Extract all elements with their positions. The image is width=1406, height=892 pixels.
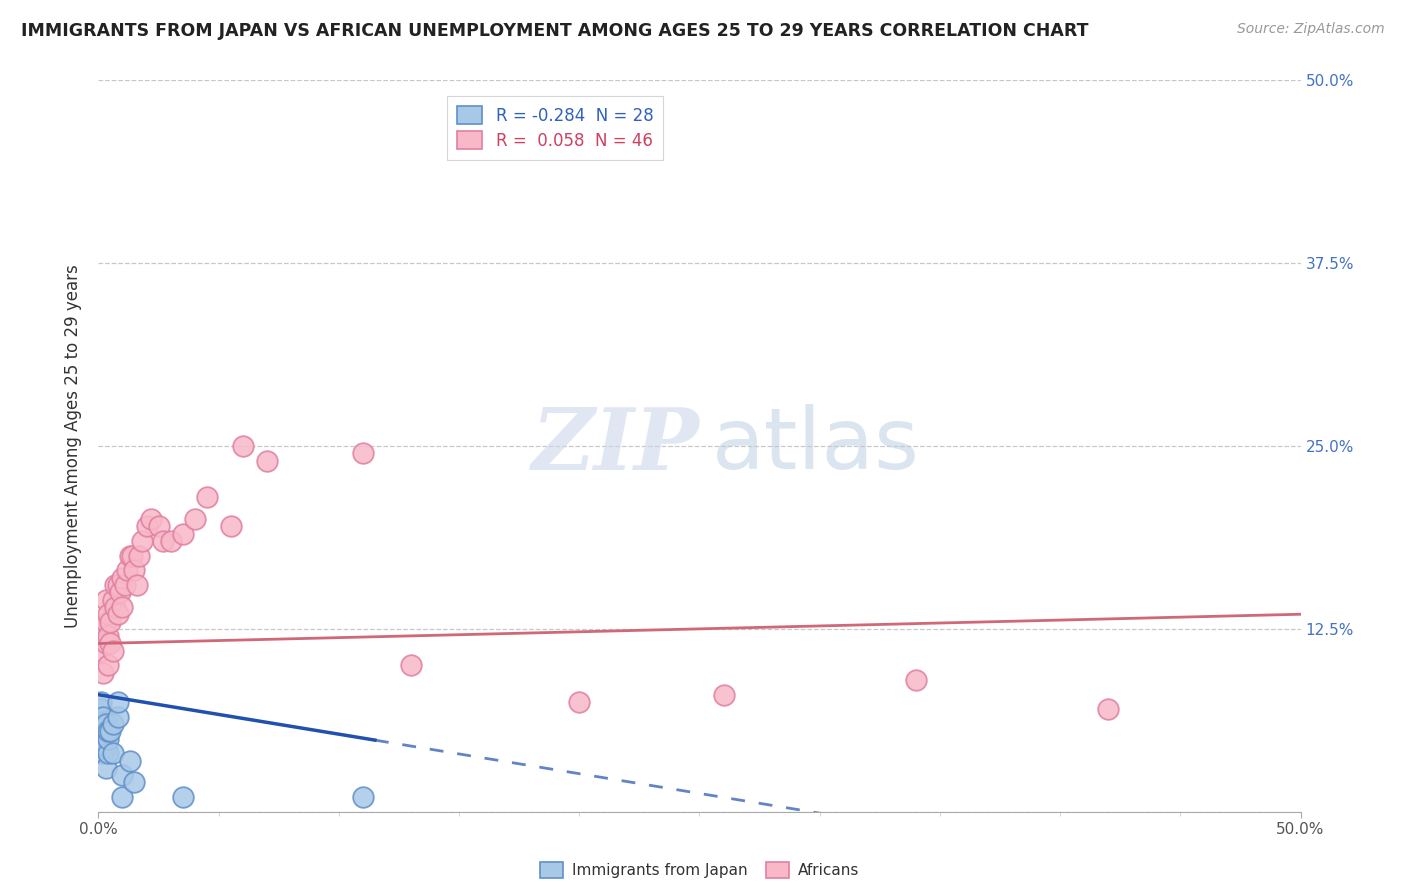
Text: Source: ZipAtlas.com: Source: ZipAtlas.com bbox=[1237, 22, 1385, 37]
Point bbox=[256, 453, 278, 467]
Point bbox=[352, 446, 374, 460]
Point bbox=[91, 739, 114, 753]
Point bbox=[104, 599, 127, 614]
Point bbox=[399, 658, 422, 673]
Point bbox=[91, 717, 114, 731]
Point bbox=[94, 615, 117, 629]
Point bbox=[100, 615, 122, 629]
Point bbox=[91, 665, 114, 680]
Text: atlas: atlas bbox=[711, 404, 920, 488]
Point bbox=[152, 534, 174, 549]
Point bbox=[172, 790, 194, 805]
Legend: Immigrants from Japan, Africans: Immigrants from Japan, Africans bbox=[534, 856, 865, 885]
Point bbox=[117, 563, 139, 577]
Point bbox=[131, 534, 153, 549]
Point bbox=[107, 695, 129, 709]
Point bbox=[94, 592, 117, 607]
Point bbox=[97, 607, 120, 622]
Point bbox=[101, 717, 124, 731]
Point bbox=[232, 439, 254, 453]
Point bbox=[91, 629, 114, 643]
Point bbox=[352, 790, 374, 805]
Point bbox=[121, 549, 143, 563]
Point bbox=[94, 717, 117, 731]
Point bbox=[713, 688, 735, 702]
Point bbox=[90, 702, 112, 716]
Point bbox=[90, 695, 112, 709]
Point bbox=[107, 607, 129, 622]
Point bbox=[124, 563, 146, 577]
Y-axis label: Unemployment Among Ages 25 to 29 years: Unemployment Among Ages 25 to 29 years bbox=[65, 264, 83, 628]
Point bbox=[111, 571, 134, 585]
Point bbox=[91, 709, 114, 723]
Point bbox=[111, 768, 134, 782]
Point bbox=[108, 585, 131, 599]
Point bbox=[94, 739, 117, 753]
Point bbox=[90, 717, 112, 731]
Point bbox=[100, 636, 122, 650]
Point bbox=[97, 746, 120, 760]
Point bbox=[97, 724, 120, 739]
Point bbox=[97, 658, 120, 673]
Point bbox=[90, 709, 112, 723]
Point bbox=[118, 754, 141, 768]
Point bbox=[91, 724, 114, 739]
Point bbox=[101, 644, 124, 658]
Text: IMMIGRANTS FROM JAPAN VS AFRICAN UNEMPLOYMENT AMONG AGES 25 TO 29 YEARS CORRELAT: IMMIGRANTS FROM JAPAN VS AFRICAN UNEMPLO… bbox=[21, 22, 1088, 40]
Point bbox=[124, 775, 146, 789]
Point bbox=[904, 673, 927, 687]
Text: ZIP: ZIP bbox=[531, 404, 700, 488]
Point bbox=[94, 636, 117, 650]
Point bbox=[172, 526, 194, 541]
Point bbox=[90, 731, 112, 746]
Point bbox=[94, 724, 117, 739]
Point bbox=[568, 695, 591, 709]
Point bbox=[97, 629, 120, 643]
Point bbox=[107, 709, 129, 723]
Point bbox=[135, 519, 157, 533]
Point bbox=[125, 578, 148, 592]
Point bbox=[94, 761, 117, 775]
Point bbox=[159, 534, 181, 549]
Point bbox=[90, 644, 112, 658]
Point bbox=[101, 592, 124, 607]
Point bbox=[107, 578, 129, 592]
Point bbox=[219, 519, 242, 533]
Point bbox=[118, 549, 141, 563]
Point bbox=[1097, 702, 1119, 716]
Point bbox=[90, 622, 112, 636]
Point bbox=[91, 746, 114, 760]
Point bbox=[141, 512, 163, 526]
Point bbox=[114, 578, 136, 592]
Point bbox=[101, 746, 124, 760]
Point bbox=[111, 790, 134, 805]
Point bbox=[97, 731, 120, 746]
Point bbox=[104, 578, 127, 592]
Point bbox=[195, 490, 218, 504]
Point bbox=[100, 724, 122, 739]
Point bbox=[128, 549, 150, 563]
Point bbox=[183, 512, 205, 526]
Point bbox=[148, 519, 170, 533]
Point bbox=[111, 599, 134, 614]
